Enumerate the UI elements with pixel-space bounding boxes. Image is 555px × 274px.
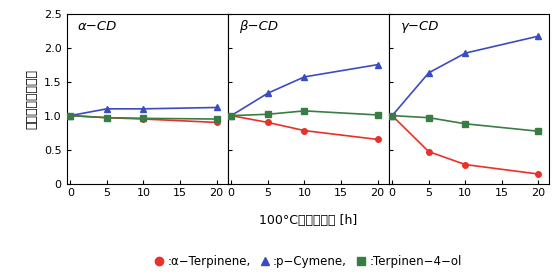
Text: β−CD: β−CD <box>239 21 278 33</box>
Text: γ−CD: γ−CD <box>400 21 438 33</box>
Text: α−CD: α−CD <box>78 21 117 33</box>
Legend: :α−Terpinene,, :p−Cymene,, :Terpinen−4−ol: :α−Terpinene,, :p−Cymene,, :Terpinen−4−o… <box>154 255 462 268</box>
Y-axis label: 粉末中成分の変化: 粉末中成分の変化 <box>26 69 38 129</box>
Text: 100°Cの加熱時間 [h]: 100°Cの加熱時間 [h] <box>259 214 357 227</box>
